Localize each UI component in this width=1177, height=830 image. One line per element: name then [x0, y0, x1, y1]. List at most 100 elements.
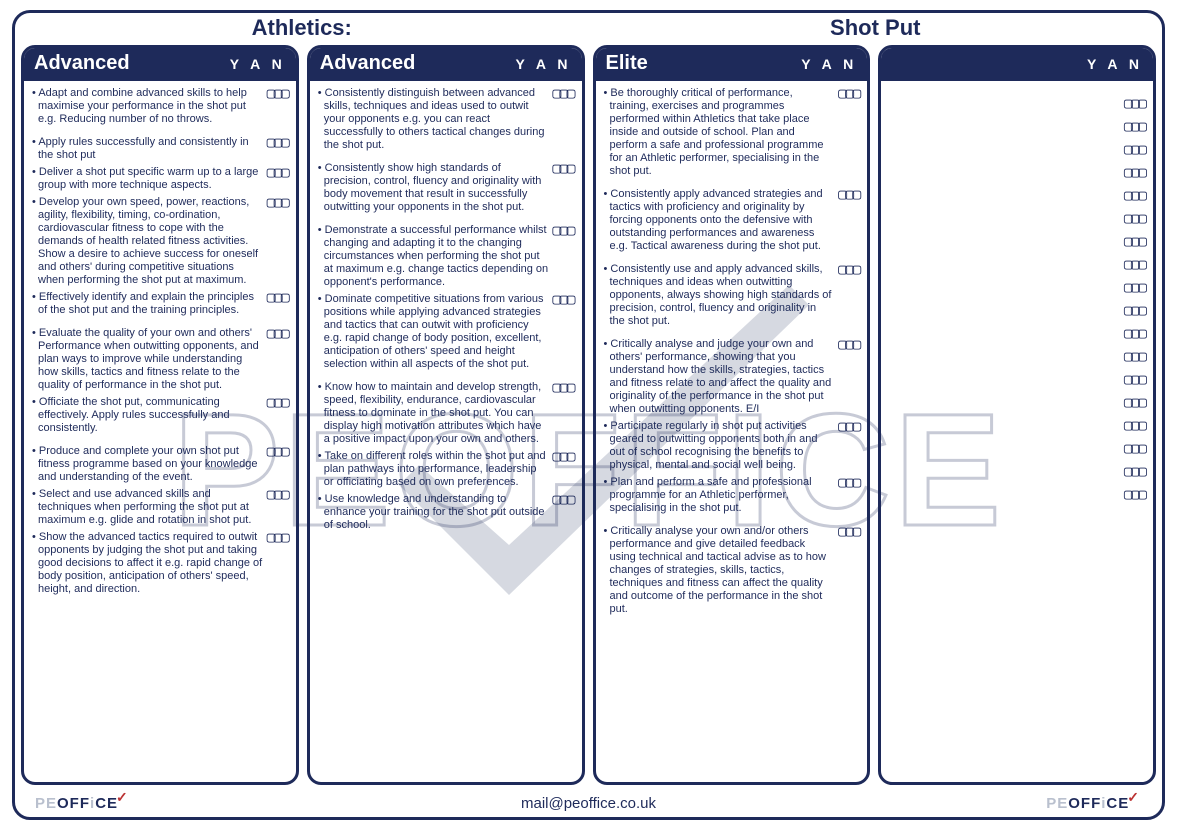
- criterion-row: Know how to maintain and develop strengt…: [316, 381, 576, 446]
- criterion-row: Show the advanced tactics required to ou…: [30, 531, 290, 596]
- yan-checkboxes[interactable]: ▢▢▢: [552, 381, 575, 394]
- criterion-row: Officiate the shot put, communicating ef…: [30, 396, 290, 435]
- yan-checkboxes[interactable]: ▢▢▢: [267, 196, 290, 209]
- blank-row: ▢▢▢: [887, 143, 1147, 156]
- criterion-row: Adapt and combine advanced skills to hel…: [30, 87, 290, 126]
- logo-right: PEOFFiCE✓: [1046, 795, 1142, 812]
- criterion-text: Evaluate the quality of your own and oth…: [30, 327, 263, 392]
- criterion-row: Select and use advanced skills and techn…: [30, 488, 290, 527]
- criterion-row: Apply rules successfully and consistentl…: [30, 136, 290, 162]
- yan-checkboxes[interactable]: ▢▢▢: [552, 450, 575, 463]
- yan-checkboxes[interactable]: ▢▢▢: [1124, 488, 1147, 501]
- blank-row: ▢▢▢: [887, 166, 1147, 179]
- yan-checkboxes[interactable]: ▢▢▢: [267, 531, 290, 544]
- criterion-text: Officiate the shot put, communicating ef…: [30, 396, 263, 435]
- yan-header: Y A N: [801, 56, 857, 72]
- yan-checkboxes[interactable]: ▢▢▢: [267, 87, 290, 100]
- yan-checkboxes[interactable]: ▢▢▢: [267, 488, 290, 501]
- criterion-text: Consistently distinguish between advance…: [316, 87, 549, 152]
- blank-row: ▢▢▢: [887, 373, 1147, 386]
- yan-checkboxes[interactable]: ▢▢▢: [267, 166, 290, 179]
- yan-checkboxes[interactable]: ▢▢▢: [552, 293, 575, 306]
- blank-row: ▢▢▢: [887, 281, 1147, 294]
- yan-header: Y A N: [230, 56, 286, 72]
- criterion-text: Be thoroughly critical of performance, t…: [602, 87, 835, 178]
- criterion-text: Consistently apply advanced strategies a…: [602, 188, 835, 253]
- criterion-text: Demonstrate a successful performance whi…: [316, 224, 549, 289]
- criterion-text: Know how to maintain and develop strengt…: [316, 381, 549, 446]
- yan-checkboxes[interactable]: ▢▢▢: [1124, 442, 1147, 455]
- yan-checkboxes[interactable]: ▢▢▢: [267, 445, 290, 458]
- yan-checkboxes[interactable]: ▢▢▢: [1124, 143, 1147, 156]
- yan-checkboxes[interactable]: ▢▢▢: [1124, 258, 1147, 271]
- yan-checkboxes[interactable]: ▢▢▢: [838, 263, 861, 276]
- footer: PEOFFiCE✓ mail@peoffice.co.uk PEOFFiCE✓: [15, 789, 1162, 817]
- column-header: AdvancedY A N: [310, 48, 582, 81]
- blank-row: ▢▢▢: [887, 258, 1147, 271]
- yan-checkboxes[interactable]: ▢▢▢: [838, 188, 861, 201]
- criterion-text: Adapt and combine advanced skills to hel…: [30, 87, 263, 126]
- column-body: Be thoroughly critical of performance, t…: [596, 81, 868, 782]
- yan-checkboxes[interactable]: ▢▢▢: [1124, 465, 1147, 478]
- criterion-text: Show the advanced tactics required to ou…: [30, 531, 263, 596]
- yan-checkboxes[interactable]: ▢▢▢: [1124, 212, 1147, 225]
- yan-checkboxes[interactable]: ▢▢▢: [1124, 327, 1147, 340]
- column-title: Advanced: [34, 52, 130, 75]
- yan-checkboxes[interactable]: ▢▢▢: [838, 525, 861, 538]
- blank-row: ▢▢▢: [887, 396, 1147, 409]
- criterion-row: Plan and perform a safe and professional…: [602, 476, 862, 515]
- criterion-text: Effectively identify and explain the pri…: [30, 291, 263, 317]
- yan-checkboxes[interactable]: ▢▢▢: [267, 291, 290, 304]
- blank-row: ▢▢▢: [887, 488, 1147, 501]
- criterion-row: Consistently show high standards of prec…: [316, 162, 576, 214]
- yan-checkboxes[interactable]: ▢▢▢: [1124, 166, 1147, 179]
- yan-checkboxes[interactable]: ▢▢▢: [552, 162, 575, 175]
- yan-checkboxes[interactable]: ▢▢▢: [267, 136, 290, 149]
- criterion-row: Deliver a shot put specific warm up to a…: [30, 166, 290, 192]
- yan-checkboxes[interactable]: ▢▢▢: [838, 420, 861, 433]
- yan-checkboxes[interactable]: ▢▢▢: [1124, 304, 1147, 317]
- blank-row: ▢▢▢: [887, 212, 1147, 225]
- yan-checkboxes[interactable]: ▢▢▢: [1124, 350, 1147, 363]
- yan-checkboxes[interactable]: ▢▢▢: [1124, 396, 1147, 409]
- criterion-text: Consistently use and apply advanced skil…: [602, 263, 835, 328]
- criterion-text: Plan and perform a safe and professional…: [602, 476, 835, 515]
- yan-checkboxes[interactable]: ▢▢▢: [552, 224, 575, 237]
- criterion-row: Participate regularly in shot put activi…: [602, 420, 862, 472]
- yan-checkboxes[interactable]: ▢▢▢: [1124, 120, 1147, 133]
- blank-row: ▢▢▢: [887, 465, 1147, 478]
- column-header: Y A N: [881, 48, 1153, 81]
- criterion-row: Effectively identify and explain the pri…: [30, 291, 290, 317]
- criterion-row: Consistently apply advanced strategies a…: [602, 188, 862, 253]
- blank-row: ▢▢▢: [887, 419, 1147, 432]
- footer-email: mail@peoffice.co.uk: [521, 795, 656, 812]
- yan-checkboxes[interactable]: ▢▢▢: [267, 396, 290, 409]
- yan-checkboxes[interactable]: ▢▢▢: [1124, 281, 1147, 294]
- yan-checkboxes[interactable]: ▢▢▢: [1124, 189, 1147, 202]
- criterion-text: Consistently show high standards of prec…: [316, 162, 549, 214]
- yan-checkboxes[interactable]: ▢▢▢: [838, 476, 861, 489]
- column-body: Consistently distinguish between advance…: [310, 81, 582, 782]
- column-header: Advanced Y A N: [24, 48, 296, 81]
- criterion-row: Evaluate the quality of your own and oth…: [30, 327, 290, 392]
- criterion-row: Develop your own speed, power, reactions…: [30, 196, 290, 287]
- criterion-text: Use knowledge and understanding to enhan…: [316, 493, 549, 532]
- yan-checkboxes[interactable]: ▢▢▢: [838, 87, 861, 100]
- criterion-text: Deliver a shot put specific warm up to a…: [30, 166, 263, 192]
- column-body: ▢▢▢ ▢▢▢ ▢▢▢ ▢▢▢ ▢▢▢ ▢▢▢ ▢▢▢ ▢▢▢ ▢▢▢ ▢▢▢ ▢▢▢ ▢▢▢ ▢▢▢ ▢…: [881, 81, 1153, 782]
- yan-checkboxes[interactable]: ▢▢▢: [267, 327, 290, 340]
- column-title: [891, 52, 897, 75]
- column-title: Elite: [606, 52, 648, 75]
- yan-checkboxes[interactable]: ▢▢▢: [1124, 419, 1147, 432]
- yan-checkboxes[interactable]: ▢▢▢: [552, 493, 575, 506]
- yan-checkboxes[interactable]: ▢▢▢: [1124, 373, 1147, 386]
- title-row: Athletics: Shot Put: [15, 13, 1162, 45]
- yan-checkboxes[interactable]: ▢▢▢: [838, 338, 861, 351]
- criterion-text: Produce and complete your own shot put f…: [30, 445, 263, 484]
- yan-checkboxes[interactable]: ▢▢▢: [1124, 97, 1147, 110]
- criterion-row: Critically analyse your own and/or other…: [602, 525, 862, 616]
- yan-checkboxes[interactable]: ▢▢▢: [1124, 235, 1147, 248]
- criterion-text: Critically analyse your own and/or other…: [602, 525, 835, 616]
- criterion-text: Critically analyse and judge your own an…: [602, 338, 835, 416]
- yan-checkboxes[interactable]: ▢▢▢: [552, 87, 575, 100]
